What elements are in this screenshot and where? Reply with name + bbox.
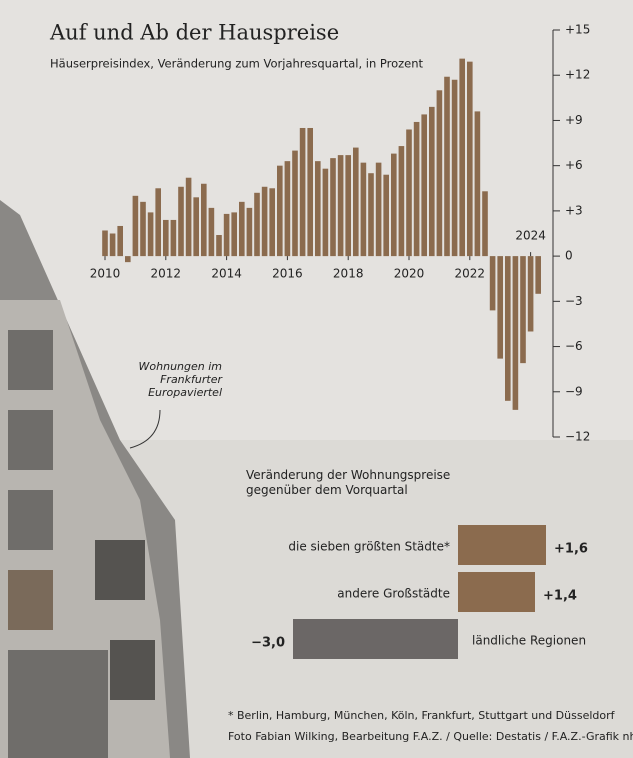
bar <box>147 212 154 257</box>
bar <box>231 212 237 257</box>
y-tick-label: −9 <box>565 384 583 398</box>
y-tick-label: +9 <box>565 113 583 127</box>
bar <box>429 106 435 257</box>
bar <box>527 256 534 332</box>
bar <box>163 219 169 257</box>
bar <box>368 173 374 257</box>
bar <box>292 150 298 257</box>
bar <box>406 129 412 257</box>
bar <box>489 256 496 311</box>
bar <box>322 168 329 257</box>
y-tick-label: −6 <box>565 339 583 353</box>
bar <box>193 197 199 257</box>
bar <box>383 174 389 257</box>
value-label: +1,4 <box>543 589 577 604</box>
bar <box>261 186 268 257</box>
y-tick-label: +15 <box>565 23 590 37</box>
x-tick-label: 2016 <box>272 267 303 281</box>
y-tick-label: −12 <box>565 430 590 444</box>
bar <box>451 79 458 257</box>
bar <box>458 572 535 612</box>
bar <box>512 256 519 410</box>
bar <box>444 76 450 257</box>
category-label: die sieben größten Städte* <box>288 540 450 554</box>
x-tick-label: 2020 <box>394 267 425 281</box>
photo <box>0 200 190 758</box>
y-tick-label: +3 <box>565 203 583 217</box>
bar <box>391 153 397 257</box>
bar <box>140 201 146 257</box>
x-tick-label: 2024 <box>515 229 546 243</box>
bar <box>185 177 192 257</box>
bar <box>505 256 511 401</box>
footnote: * Berlin, Hamburg, München, Köln, Frankf… <box>228 709 616 722</box>
y-tick-label: +6 <box>565 158 583 172</box>
bar <box>497 256 503 359</box>
bar <box>155 188 161 257</box>
x-tick-label: 2022 <box>455 267 486 281</box>
chart-title: Auf und Ab der Hauspreise <box>49 21 339 45</box>
bar <box>482 191 488 257</box>
bar <box>315 161 321 257</box>
bar <box>102 230 108 257</box>
bar <box>337 155 344 257</box>
bar <box>436 90 443 257</box>
x-tick-label: 2012 <box>151 267 182 281</box>
value-label: −3,0 <box>251 636 285 651</box>
bar <box>421 114 427 257</box>
bar <box>117 225 123 257</box>
bar <box>269 188 275 257</box>
bar <box>398 146 405 257</box>
credit: Foto Fabian Wilking, Bearbeitung F.A.Z. … <box>228 730 633 743</box>
bar <box>360 162 367 257</box>
bar <box>535 256 541 294</box>
bar <box>277 165 283 257</box>
bar <box>246 207 253 257</box>
bar <box>170 219 177 257</box>
chart-title: Veränderung der Wohnungspreise gegenüber… <box>246 468 451 497</box>
category-label: andere Großstädte <box>337 587 450 601</box>
category-label: ländliche Regionen <box>472 634 586 648</box>
bar <box>413 121 420 257</box>
bar <box>293 619 458 659</box>
bar <box>459 58 465 257</box>
y-tick-label: 0 <box>565 249 573 263</box>
annotation: Wohnungen im Frankfurter Europaviertel <box>138 360 222 399</box>
bar <box>125 256 131 263</box>
bar <box>307 127 313 257</box>
y-tick-label: +12 <box>565 68 590 82</box>
bar <box>299 127 306 257</box>
bar <box>216 235 222 257</box>
bar <box>467 61 473 257</box>
value-label: +1,6 <box>554 542 588 557</box>
bar <box>239 201 245 257</box>
x-tick-label: 2018 <box>333 267 364 281</box>
bar <box>345 155 351 257</box>
bar <box>520 256 526 364</box>
bar <box>458 525 546 565</box>
x-tick-label: 2014 <box>211 267 242 281</box>
bar <box>254 192 260 257</box>
bar <box>330 158 336 257</box>
chart-subtitle: Häuserpreisindex, Veränderung zum Vorjah… <box>50 57 424 71</box>
bar <box>223 213 230 257</box>
bar <box>208 207 215 257</box>
bar <box>375 162 382 257</box>
bar <box>284 161 291 257</box>
x-tick-label: 2010 <box>90 267 121 281</box>
bar <box>109 233 116 257</box>
bar <box>201 183 207 257</box>
bar <box>474 111 481 257</box>
bar <box>132 195 139 257</box>
bar <box>178 186 184 257</box>
bar <box>353 147 359 257</box>
y-tick-label: −3 <box>565 294 583 308</box>
